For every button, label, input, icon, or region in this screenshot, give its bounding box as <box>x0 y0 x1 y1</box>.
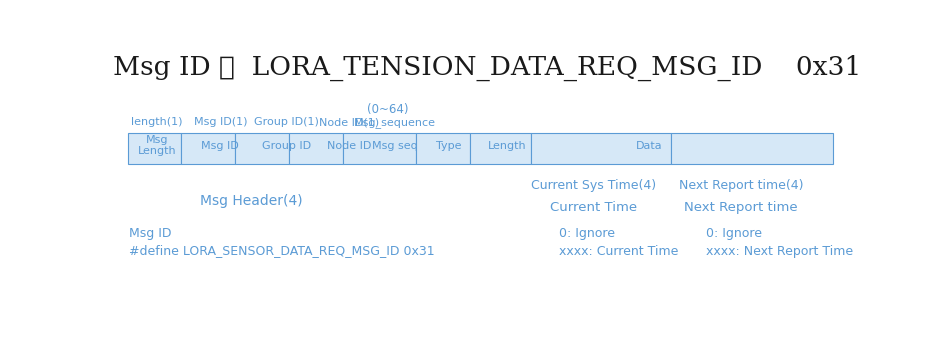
Bar <box>531 132 671 164</box>
Text: Data: Data <box>636 141 662 151</box>
Bar <box>289 132 343 164</box>
Text: Next Report time: Next Report time <box>684 201 798 214</box>
Bar <box>235 132 289 164</box>
Text: (0~64): (0~64) <box>367 103 408 116</box>
Bar <box>416 132 470 164</box>
Text: xxxx: Current Time: xxxx: Current Time <box>559 245 678 258</box>
Bar <box>343 132 416 164</box>
Text: Msg ID(1): Msg ID(1) <box>194 117 247 127</box>
Text: Next Report time(4): Next Report time(4) <box>678 179 803 192</box>
Text: Node ID(1): Node ID(1) <box>319 117 379 127</box>
Text: length(1): length(1) <box>131 117 182 127</box>
Text: Group ID: Group ID <box>262 141 312 151</box>
Text: Length: Length <box>488 141 527 151</box>
Text: Msg ID: Msg ID <box>129 227 172 240</box>
Bar <box>127 132 181 164</box>
Text: Current Time: Current Time <box>550 201 637 214</box>
Text: Group ID(1): Group ID(1) <box>255 117 319 127</box>
Text: #define LORA_SENSOR_DATA_REQ_MSG_ID 0x31: #define LORA_SENSOR_DATA_REQ_MSG_ID 0x31 <box>129 244 435 257</box>
Text: Current Sys Time(4): Current Sys Time(4) <box>531 179 656 192</box>
Text: 0: Ignore: 0: Ignore <box>559 227 615 240</box>
Text: Msg
Length: Msg Length <box>138 135 177 156</box>
Text: Msg ID: Msg ID <box>201 141 239 151</box>
Text: Msg seq: Msg seq <box>372 141 418 151</box>
Text: Node ID: Node ID <box>327 141 371 151</box>
Text: Msg_sequence: Msg_sequence <box>353 117 436 128</box>
Text: Msg Header(4): Msg Header(4) <box>200 194 303 208</box>
Text: xxxx: Next Report Time: xxxx: Next Report Time <box>706 245 853 258</box>
Text: Msg ID ：  LORA_TENSION_DATA_REQ_MSG_ID    0x31: Msg ID ： LORA_TENSION_DATA_REQ_MSG_ID 0x… <box>113 55 861 81</box>
Bar <box>181 132 235 164</box>
Text: 0: Ignore: 0: Ignore <box>706 227 762 240</box>
Bar <box>470 132 531 164</box>
Text: Type: Type <box>436 141 462 151</box>
Bar <box>671 132 833 164</box>
